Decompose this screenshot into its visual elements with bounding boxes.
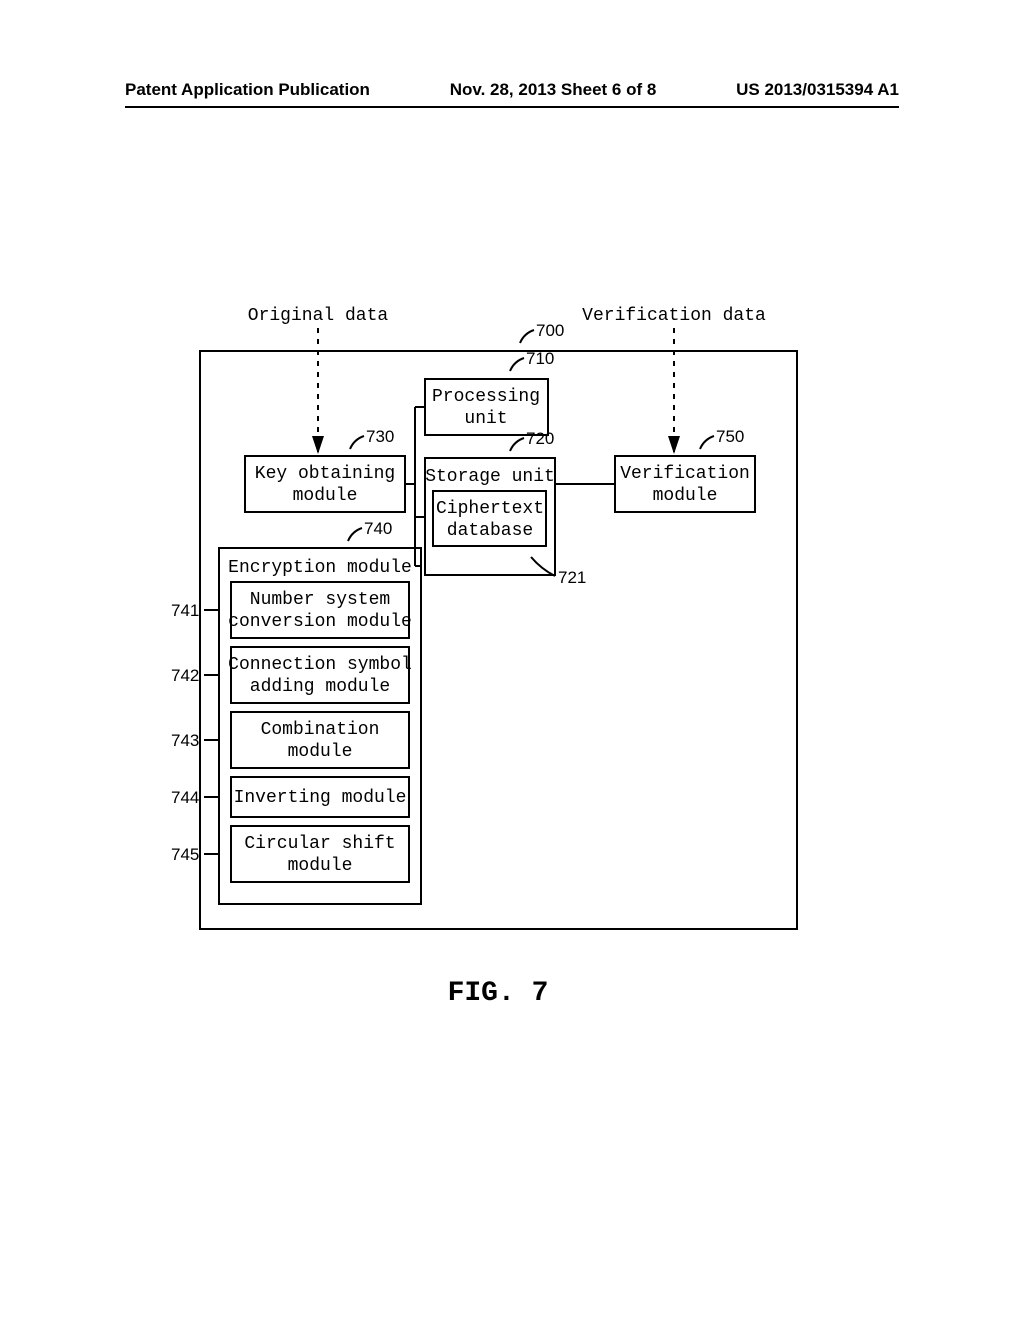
processing-unit-l1: Processing	[432, 387, 540, 407]
diagram-svg: Original data Verification data 700 Proc…	[0, 0, 1024, 1320]
leader-740	[348, 528, 362, 541]
encryption-label: Encryption module	[228, 558, 412, 578]
sub-743-l2: module	[288, 742, 353, 762]
sub-741-l2: conversion module	[228, 612, 412, 632]
sub-742-l2: adding module	[250, 677, 390, 697]
verification-l2: module	[653, 486, 718, 506]
ref-720: 720	[526, 429, 554, 448]
leader-700	[520, 330, 534, 343]
ciphertext-l2: database	[447, 521, 533, 541]
leader-730	[350, 436, 364, 449]
ciphertext-l1: Ciphertext	[436, 499, 544, 519]
leader-720	[510, 438, 524, 451]
sub-743-l1: Combination	[261, 720, 380, 740]
figure-caption: FIG. 7	[448, 978, 549, 1009]
ref-741: 741	[171, 601, 199, 620]
ref-710: 710	[526, 349, 554, 368]
leader-710	[510, 358, 524, 371]
ref-743: 743	[171, 731, 199, 750]
sub-745-l2: module	[288, 856, 353, 876]
sub-744-l1: Inverting module	[234, 788, 407, 808]
key-module-l2: module	[293, 486, 358, 506]
page: Patent Application Publication Nov. 28, …	[0, 0, 1024, 1320]
ref-750: 750	[716, 427, 744, 446]
sub-742-l1: Connection symbol	[228, 655, 412, 675]
input-left-label: Original data	[248, 306, 389, 326]
ref-740: 740	[364, 519, 392, 538]
ref-745: 745	[171, 845, 199, 864]
leader-721	[531, 557, 555, 576]
storage-unit-label: Storage unit	[425, 467, 555, 487]
key-module-l1: Key obtaining	[255, 464, 395, 484]
ref-742: 742	[171, 666, 199, 685]
leader-750	[700, 436, 714, 449]
verification-l1: Verification	[620, 464, 750, 484]
processing-unit-l2: unit	[464, 409, 507, 429]
sub-745-l1: Circular shift	[244, 834, 395, 854]
ref-721: 721	[558, 568, 586, 587]
ref-730: 730	[366, 427, 394, 446]
sub-741-l1: Number system	[250, 590, 390, 610]
ref-700: 700	[536, 321, 564, 340]
ref-744: 744	[171, 788, 199, 807]
input-right-label: Verification data	[582, 306, 766, 326]
